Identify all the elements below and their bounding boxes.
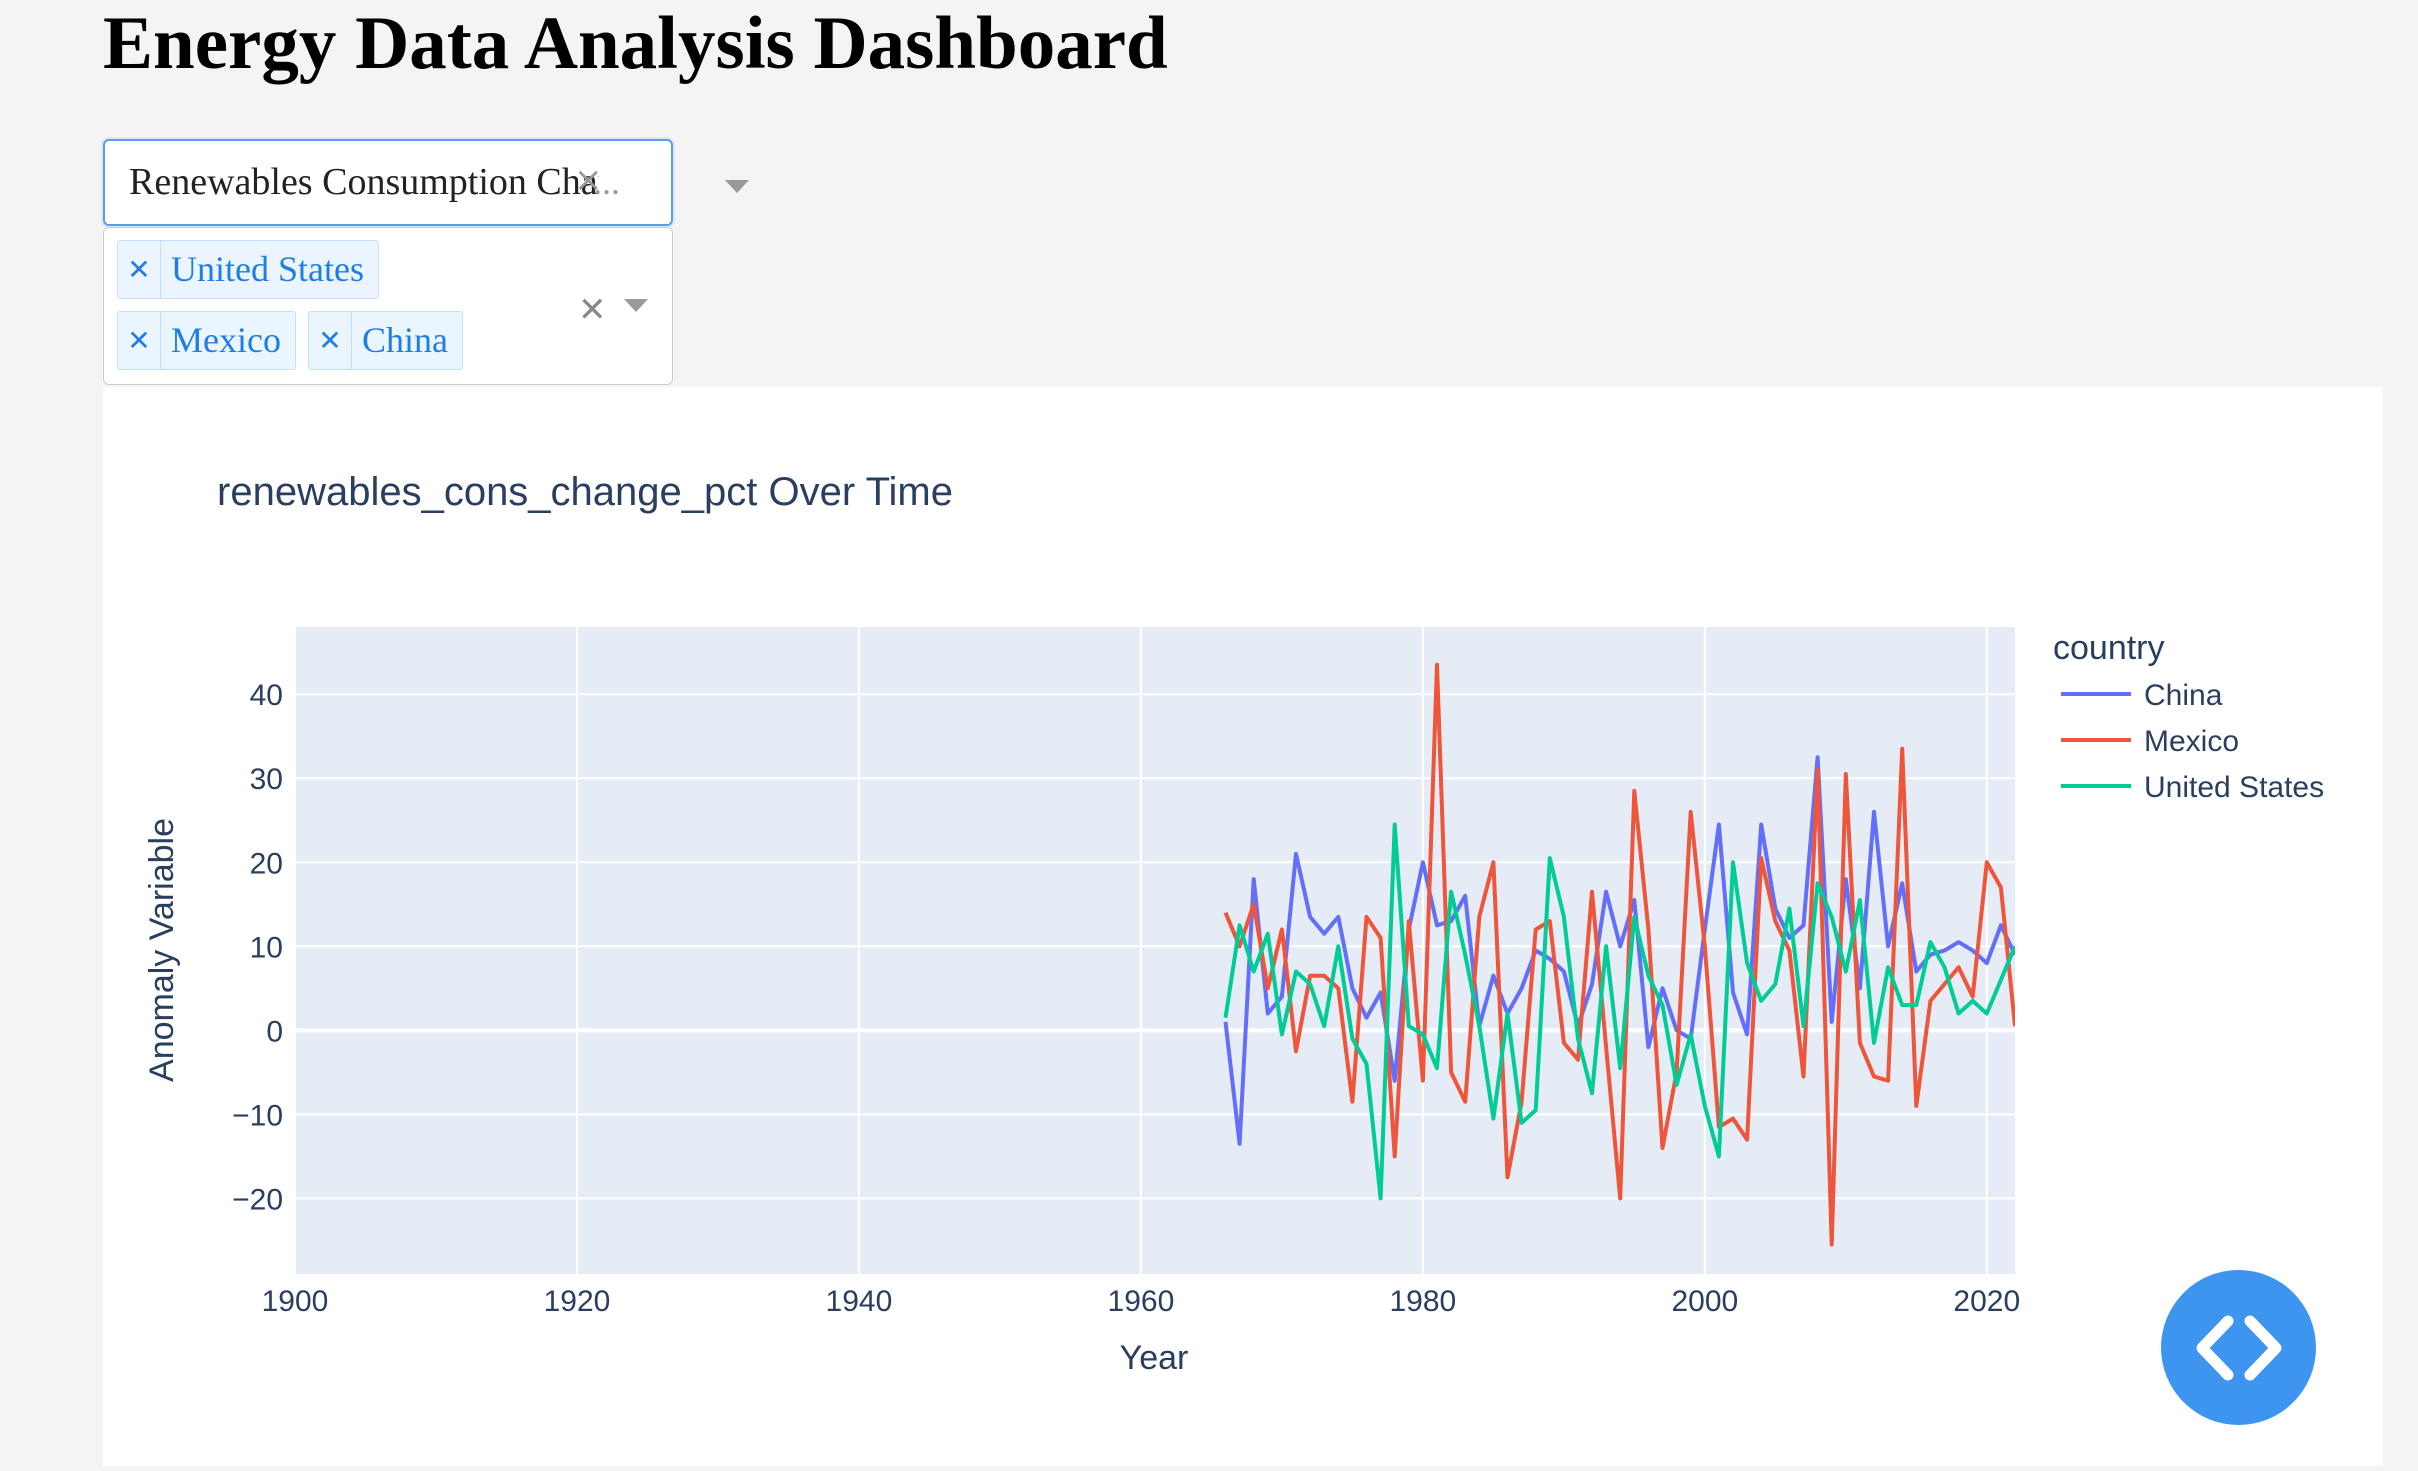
legend-item-label[interactable]: China [2144,679,2223,712]
grid-lines [294,627,2015,1274]
y-axis-title: Anomaly Variable [143,818,181,1082]
chevron-down-icon[interactable] [725,180,749,193]
graph-card: renewables_cons_change_pct Over Time 190… [103,387,2383,1466]
x-tick-label: 1960 [1108,1285,1175,1318]
legend-item-label[interactable]: United States [2144,771,2324,804]
code-icon [2196,1315,2281,1380]
chevron-down-icon[interactable] [624,299,648,312]
y-tick-label: −10 [232,1099,283,1132]
line-chart[interactable]: renewables_cons_change_pct Over Time 190… [103,387,2383,1466]
legend: China Mexico United States [2061,679,2324,804]
country-tag-label: Mexico [171,320,281,360]
close-icon[interactable]: ✕ [118,312,161,369]
series-line[interactable] [1223,755,2016,1146]
country-tag-mexico: ✕ Mexico [117,311,296,370]
series-line[interactable] [1223,662,2016,1247]
x-tick-label: 1980 [1389,1285,1456,1318]
legend-item-label[interactable]: Mexico [2144,725,2239,758]
country-tag-china: ✕ China [307,311,463,370]
y-tick-label: −20 [232,1183,283,1216]
y-tick-label: 20 [250,847,283,880]
clear-all-icon[interactable]: ✕ [578,290,607,330]
close-icon[interactable]: ✕ [309,312,352,369]
variable-dropdown-ellipsis: ... [593,162,620,202]
x-tick-label: 1900 [262,1285,329,1318]
close-icon[interactable]: ✕ [118,241,161,298]
x-tick-label: 2000 [1671,1285,1738,1318]
x-tick-label: 1940 [826,1285,893,1318]
x-tick-label: 1920 [544,1285,611,1318]
y-tick-labels: −20 −10 0 10 20 30 40 [232,679,283,1216]
variable-dropdown[interactable]: Renewables Consumption Change % × ... [103,139,749,226]
x-tick-label: 2020 [1953,1285,2020,1318]
country-tag-united-states: ✕ United States [117,240,379,299]
country-tag-label: United States [171,249,364,289]
y-tick-label: 10 [250,931,283,964]
chart-title: renewables_cons_change_pct Over Time [217,470,953,514]
country-dropdown[interactable]: ✕ United States ✕ Mexico ✕ China ✕ [103,227,673,385]
series-lines [1223,662,2016,1247]
country-tag-label: China [361,320,448,360]
x-axis-title: Year [1120,1339,1189,1377]
code-toggle-button[interactable] [2161,1270,2316,1425]
legend-title: country [2053,629,2165,667]
page-title: Energy Data Analysis Dashboard [103,2,1168,85]
y-tick-label: 0 [266,1015,283,1048]
y-tick-label: 30 [250,763,283,796]
variable-dropdown-value: Renewables Consumption Change % [129,161,599,203]
series-line[interactable] [1223,822,2016,1201]
x-tick-labels: 1900 1920 1940 1960 1980 2000 2020 [262,1285,2021,1318]
y-tick-label: 40 [250,679,283,712]
clear-icon[interactable]: × [574,160,603,200]
